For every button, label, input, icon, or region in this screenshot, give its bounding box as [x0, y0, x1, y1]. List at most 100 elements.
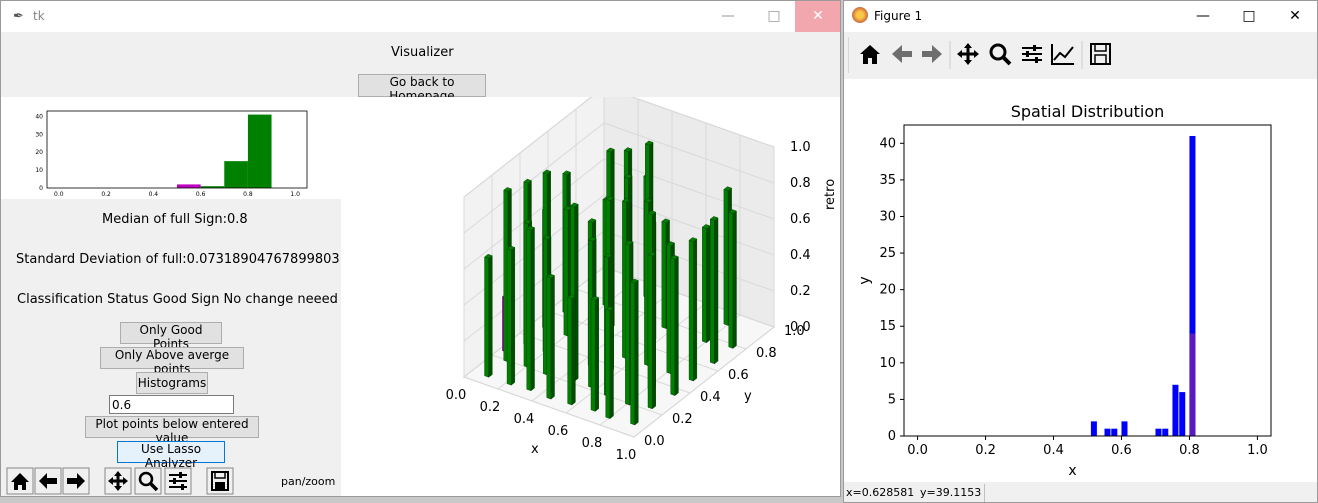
y-tick-label: 0 [888, 429, 896, 444]
grid-line [603, 122, 775, 184]
figure-title: Figure 1 [874, 9, 923, 23]
fig-forward-icon[interactable] [922, 45, 942, 63]
tk-title: tk [33, 9, 45, 23]
z3d-tick-label: 0.0 [790, 320, 811, 335]
z3d-tick-label: 0.6 [790, 212, 811, 227]
figure-window: Figure 1 — □ ✕ [843, 0, 1318, 503]
forward-arrow-icon[interactable] [62, 467, 90, 495]
bar3d-side [652, 253, 656, 410]
y3d-tick-label: 0.8 [756, 346, 777, 361]
bar3d-top [623, 147, 633, 153]
threshold-input[interactable] [109, 395, 234, 414]
save-icon[interactable] [206, 467, 234, 495]
mini-x-tick-label: 0.4 [149, 191, 159, 198]
y-tick-label: 15 [879, 319, 896, 334]
y-axis-label: y [857, 276, 873, 284]
toolbar-mode-label: pan/zoom [281, 475, 336, 488]
mini-y-tick-label: 30 [35, 131, 43, 138]
fig-edit-axis-icon[interactable] [1051, 44, 1074, 65]
bar3d-side [609, 307, 614, 420]
grid-line [463, 376, 635, 438]
pan-icon[interactable] [104, 467, 132, 495]
grid-line [630, 97, 775, 148]
feather-icon: ✒ [13, 9, 24, 24]
zoom-icon[interactable] [134, 467, 162, 495]
bar3d-side [511, 247, 516, 386]
bar3d-top [630, 278, 639, 284]
fig-maximize-button[interactable]: □ [1242, 8, 1256, 24]
bar3d-top [542, 169, 552, 175]
bar3d-front [526, 228, 532, 392]
only-good-points-button[interactable]: Only Good Points [120, 322, 222, 351]
tk-titlebar[interactable]: ✒ tk — □ ✕ [1, 1, 840, 32]
x3d-tick-label: 1.0 [616, 448, 637, 463]
fig-save-icon[interactable] [1090, 43, 1111, 65]
histograms-button[interactable]: Histograms [136, 372, 208, 394]
mini-hist-bar [200, 186, 225, 188]
grid-line [463, 97, 593, 198]
fig-home-icon[interactable] [860, 45, 880, 64]
back-home-button[interactable]: Go back to Homepage [358, 74, 486, 103]
back-arrow-icon[interactable] [34, 467, 62, 495]
bar3d-front [630, 281, 636, 426]
grid-line [633, 326, 775, 438]
bar3d-front [605, 309, 611, 419]
bar3d-top [526, 225, 535, 231]
bar3d-top [624, 240, 634, 246]
y3d-axis-label: y [744, 389, 752, 404]
plot-frame [903, 124, 1272, 437]
spatial-distribution-chart: Spatial Distribution 0.0 0.2 0.4 0.6 0.8 1.0 0 5… [844, 79, 1317, 482]
bar3d-side [674, 256, 679, 397]
bar3d-side [714, 217, 719, 365]
mini-histogram: 0.0 0.2 0.4 0.6 0.8 1.0 0 10 20 30 40 [35, 110, 308, 198]
x-tick-label: 0.4 [1043, 443, 1064, 458]
histogram-bar [1189, 135, 1196, 436]
fig-pan-icon[interactable] [957, 43, 979, 65]
figure-titlebar[interactable]: Figure 1 — □ ✕ [844, 1, 1317, 32]
plot-below-button[interactable]: Plot points below entered value [85, 416, 259, 445]
bar3d-top [621, 197, 631, 203]
bar3d-top [603, 253, 613, 259]
bar3d-side [595, 297, 599, 412]
bar3d-front [661, 221, 667, 329]
y3d-tick-label: 1.0 [784, 324, 805, 339]
histogram-bar [1111, 428, 1118, 436]
fig-minimize-button[interactable]: — [1196, 8, 1210, 24]
close-button[interactable]: ✕ [795, 1, 840, 32]
chart-title: Spatial Distribution [1011, 102, 1165, 121]
bar3d-side [488, 255, 493, 378]
lasso-analyzer-button[interactable]: Use Lasso Analyzer [117, 441, 225, 470]
bar3d-top [644, 198, 653, 204]
mini-y-tick-label: 20 [35, 149, 43, 156]
above-average-button[interactable]: Only Above averge points [100, 347, 244, 376]
home-icon[interactable] [6, 467, 34, 495]
z3d-axis-label: retro [823, 179, 838, 210]
configure-subplots-icon[interactable] [164, 467, 192, 495]
bar3d-front [484, 256, 489, 378]
mini-x-tick-label: 1.0 [290, 191, 300, 198]
minimize-button[interactable]: — [721, 8, 735, 24]
bar3d-front [728, 211, 734, 349]
mini-x-tick-label: 0.8 [243, 191, 253, 198]
bar3d-top [670, 254, 679, 260]
tk-window: ✒ tk — □ ✕ Visualizer Go back to Homepag… [0, 0, 841, 497]
mini-y-tick-label: 0 [39, 185, 43, 192]
bar3d-top [605, 196, 615, 201]
mini-hist-bar [247, 114, 272, 188]
bar3d-front [590, 298, 596, 412]
fig-back-icon[interactable] [892, 45, 912, 63]
mini-hist-bar [177, 184, 201, 188]
fig-configure-icon[interactable] [1022, 45, 1042, 63]
x3d-tick-label: 0.4 [514, 412, 535, 427]
fig-zoom-icon[interactable] [989, 43, 1012, 66]
fig-close-button[interactable]: ✕ [1289, 8, 1301, 24]
std-label: Standard Deviation of full:0.07318904767… [16, 252, 340, 267]
y3d-tick-label: 0.0 [644, 434, 665, 449]
x-tick-label: 1.0 [1247, 443, 1268, 458]
maximize-button[interactable]: □ [767, 8, 781, 24]
bar3d-front [670, 257, 676, 396]
bar3d-front [666, 243, 672, 375]
histogram-bar [1162, 428, 1169, 436]
status-bar: x=0.628581 y=39.1153 [844, 482, 1317, 502]
bar3d-top [647, 210, 657, 216]
